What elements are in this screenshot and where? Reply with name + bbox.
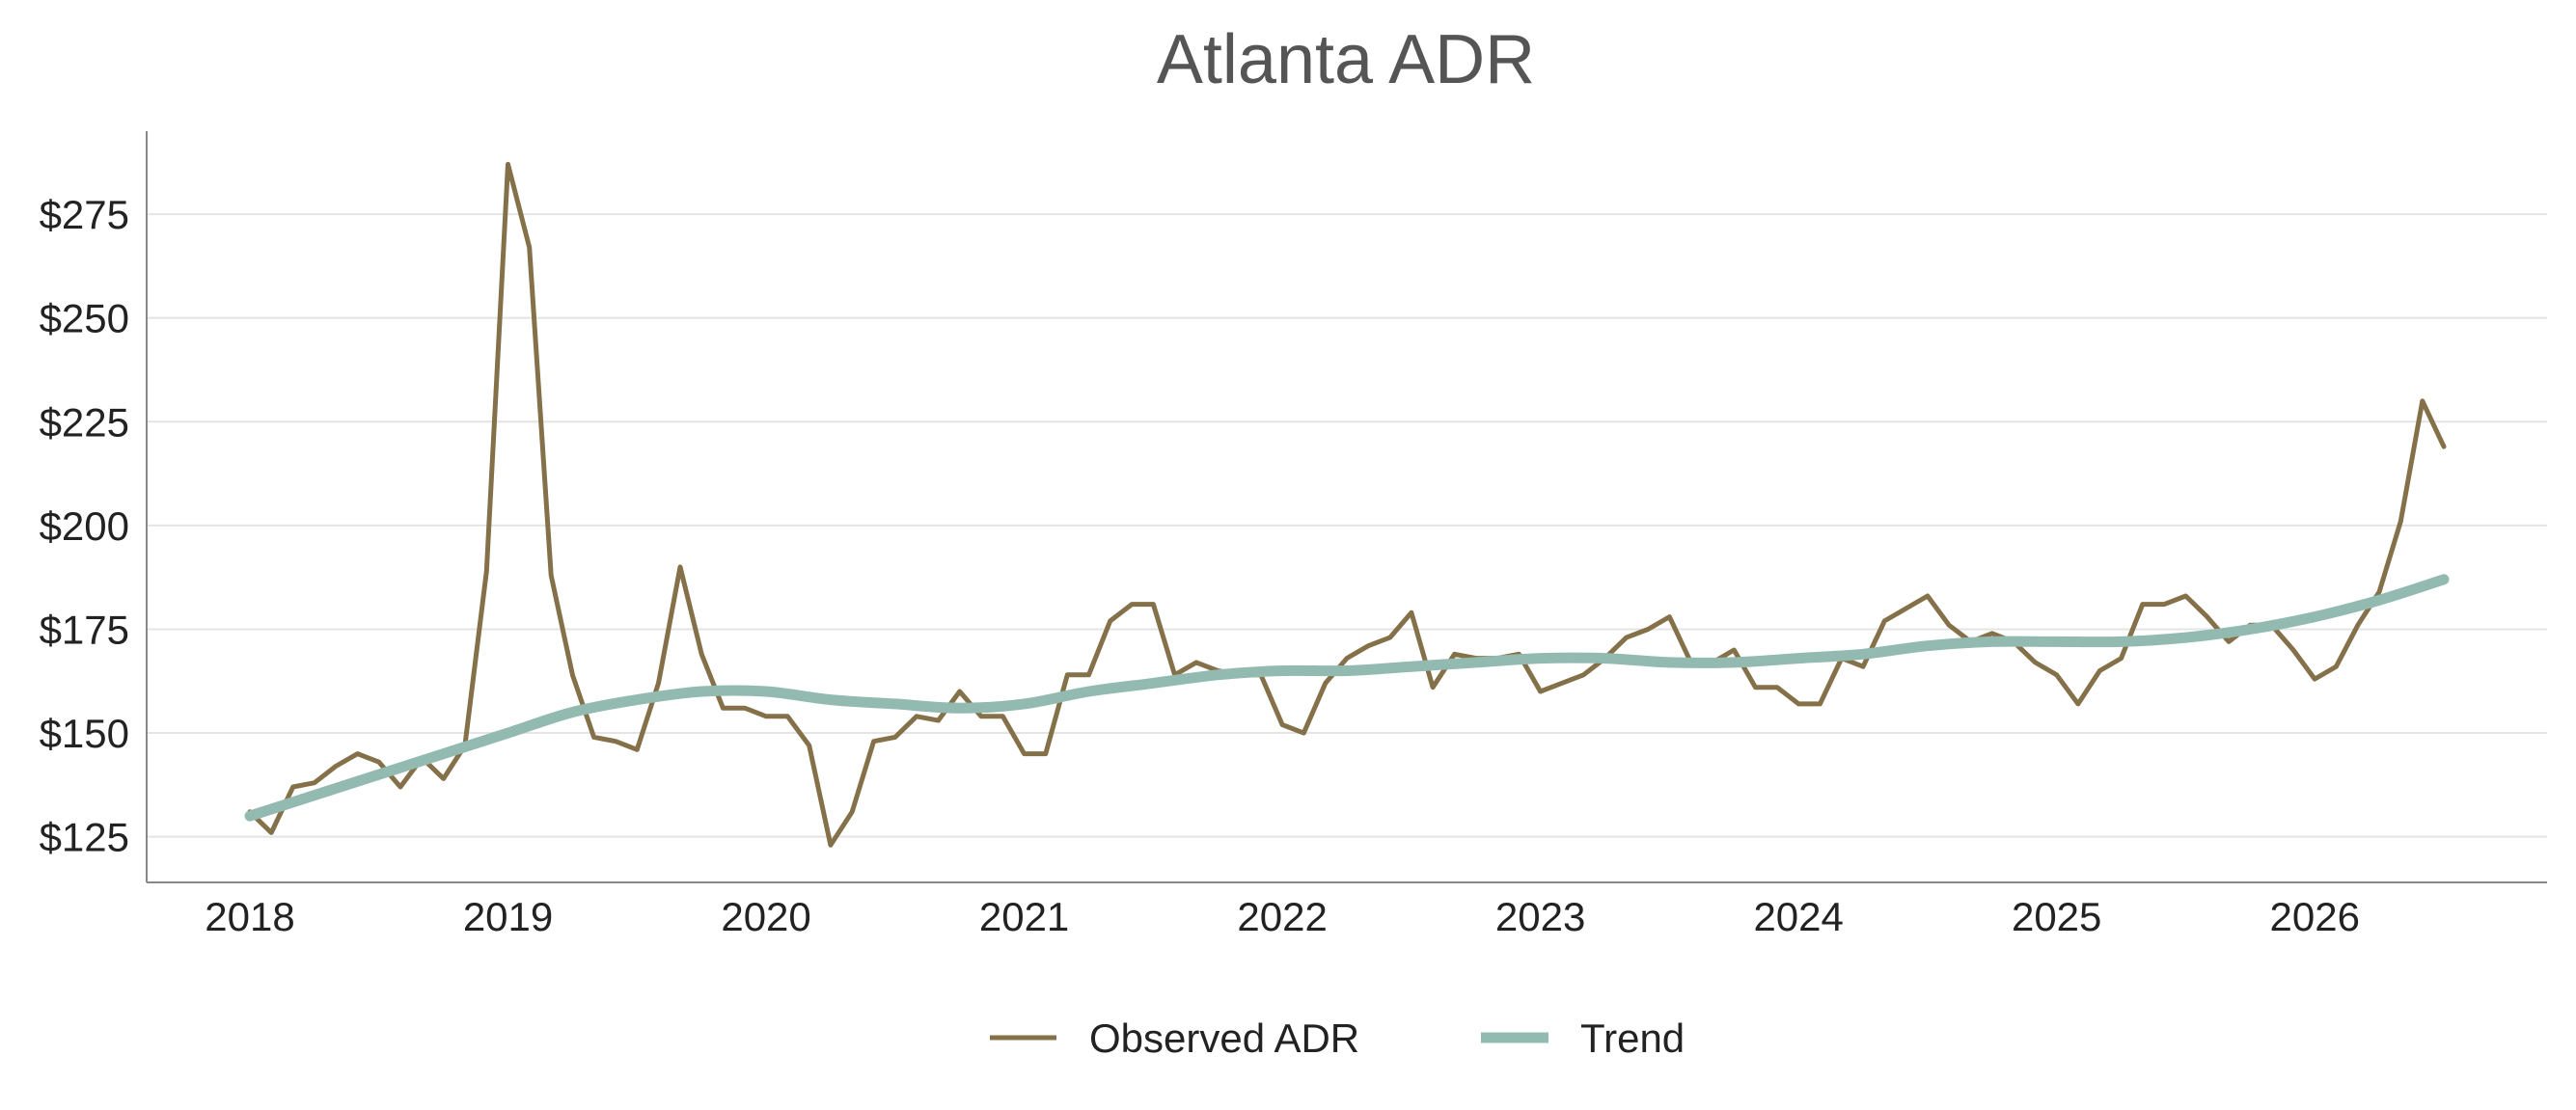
y-axis-ticks: $125 $150 $175 $200 $225 $250 $275 — [40, 192, 129, 860]
x-tick-label: 2026 — [2270, 894, 2360, 939]
series-line-observed-adr — [247, 161, 2447, 848]
y-tick-label: $225 — [40, 399, 129, 445]
x-tick-label: 2022 — [1237, 894, 1327, 939]
y-tick-label: $125 — [40, 815, 129, 860]
x-tick-label: 2023 — [1495, 894, 1585, 939]
grid-lines — [147, 213, 2547, 838]
legend: Observed ADR Trend — [990, 1015, 1685, 1061]
y-tick-label: $250 — [40, 296, 129, 341]
x-tick-label: 2021 — [979, 894, 1069, 939]
y-tick-label: $175 — [40, 607, 129, 652]
y-tick-label: $150 — [40, 711, 129, 756]
x-axis-ticks: 2018 2019 2020 2021 2022 2023 2024 2025 2026 — [205, 894, 2360, 939]
axes — [146, 131, 2547, 883]
legend-label-observed: Observed ADR — [1089, 1015, 1359, 1061]
x-tick-label: 2019 — [463, 894, 553, 939]
y-tick-label: $200 — [40, 503, 129, 549]
series-line-trend — [244, 574, 2450, 822]
x-tick-label: 2018 — [205, 894, 294, 939]
x-tick-label: 2024 — [1753, 894, 1843, 939]
y-tick-label: $275 — [40, 192, 129, 237]
x-tick-label: 2020 — [721, 894, 810, 939]
series-lines — [244, 161, 2450, 848]
x-tick-label: 2025 — [2012, 894, 2101, 939]
chart-title: Atlanta ADR — [1157, 21, 1535, 98]
legend-label-trend: Trend — [1580, 1015, 1685, 1061]
